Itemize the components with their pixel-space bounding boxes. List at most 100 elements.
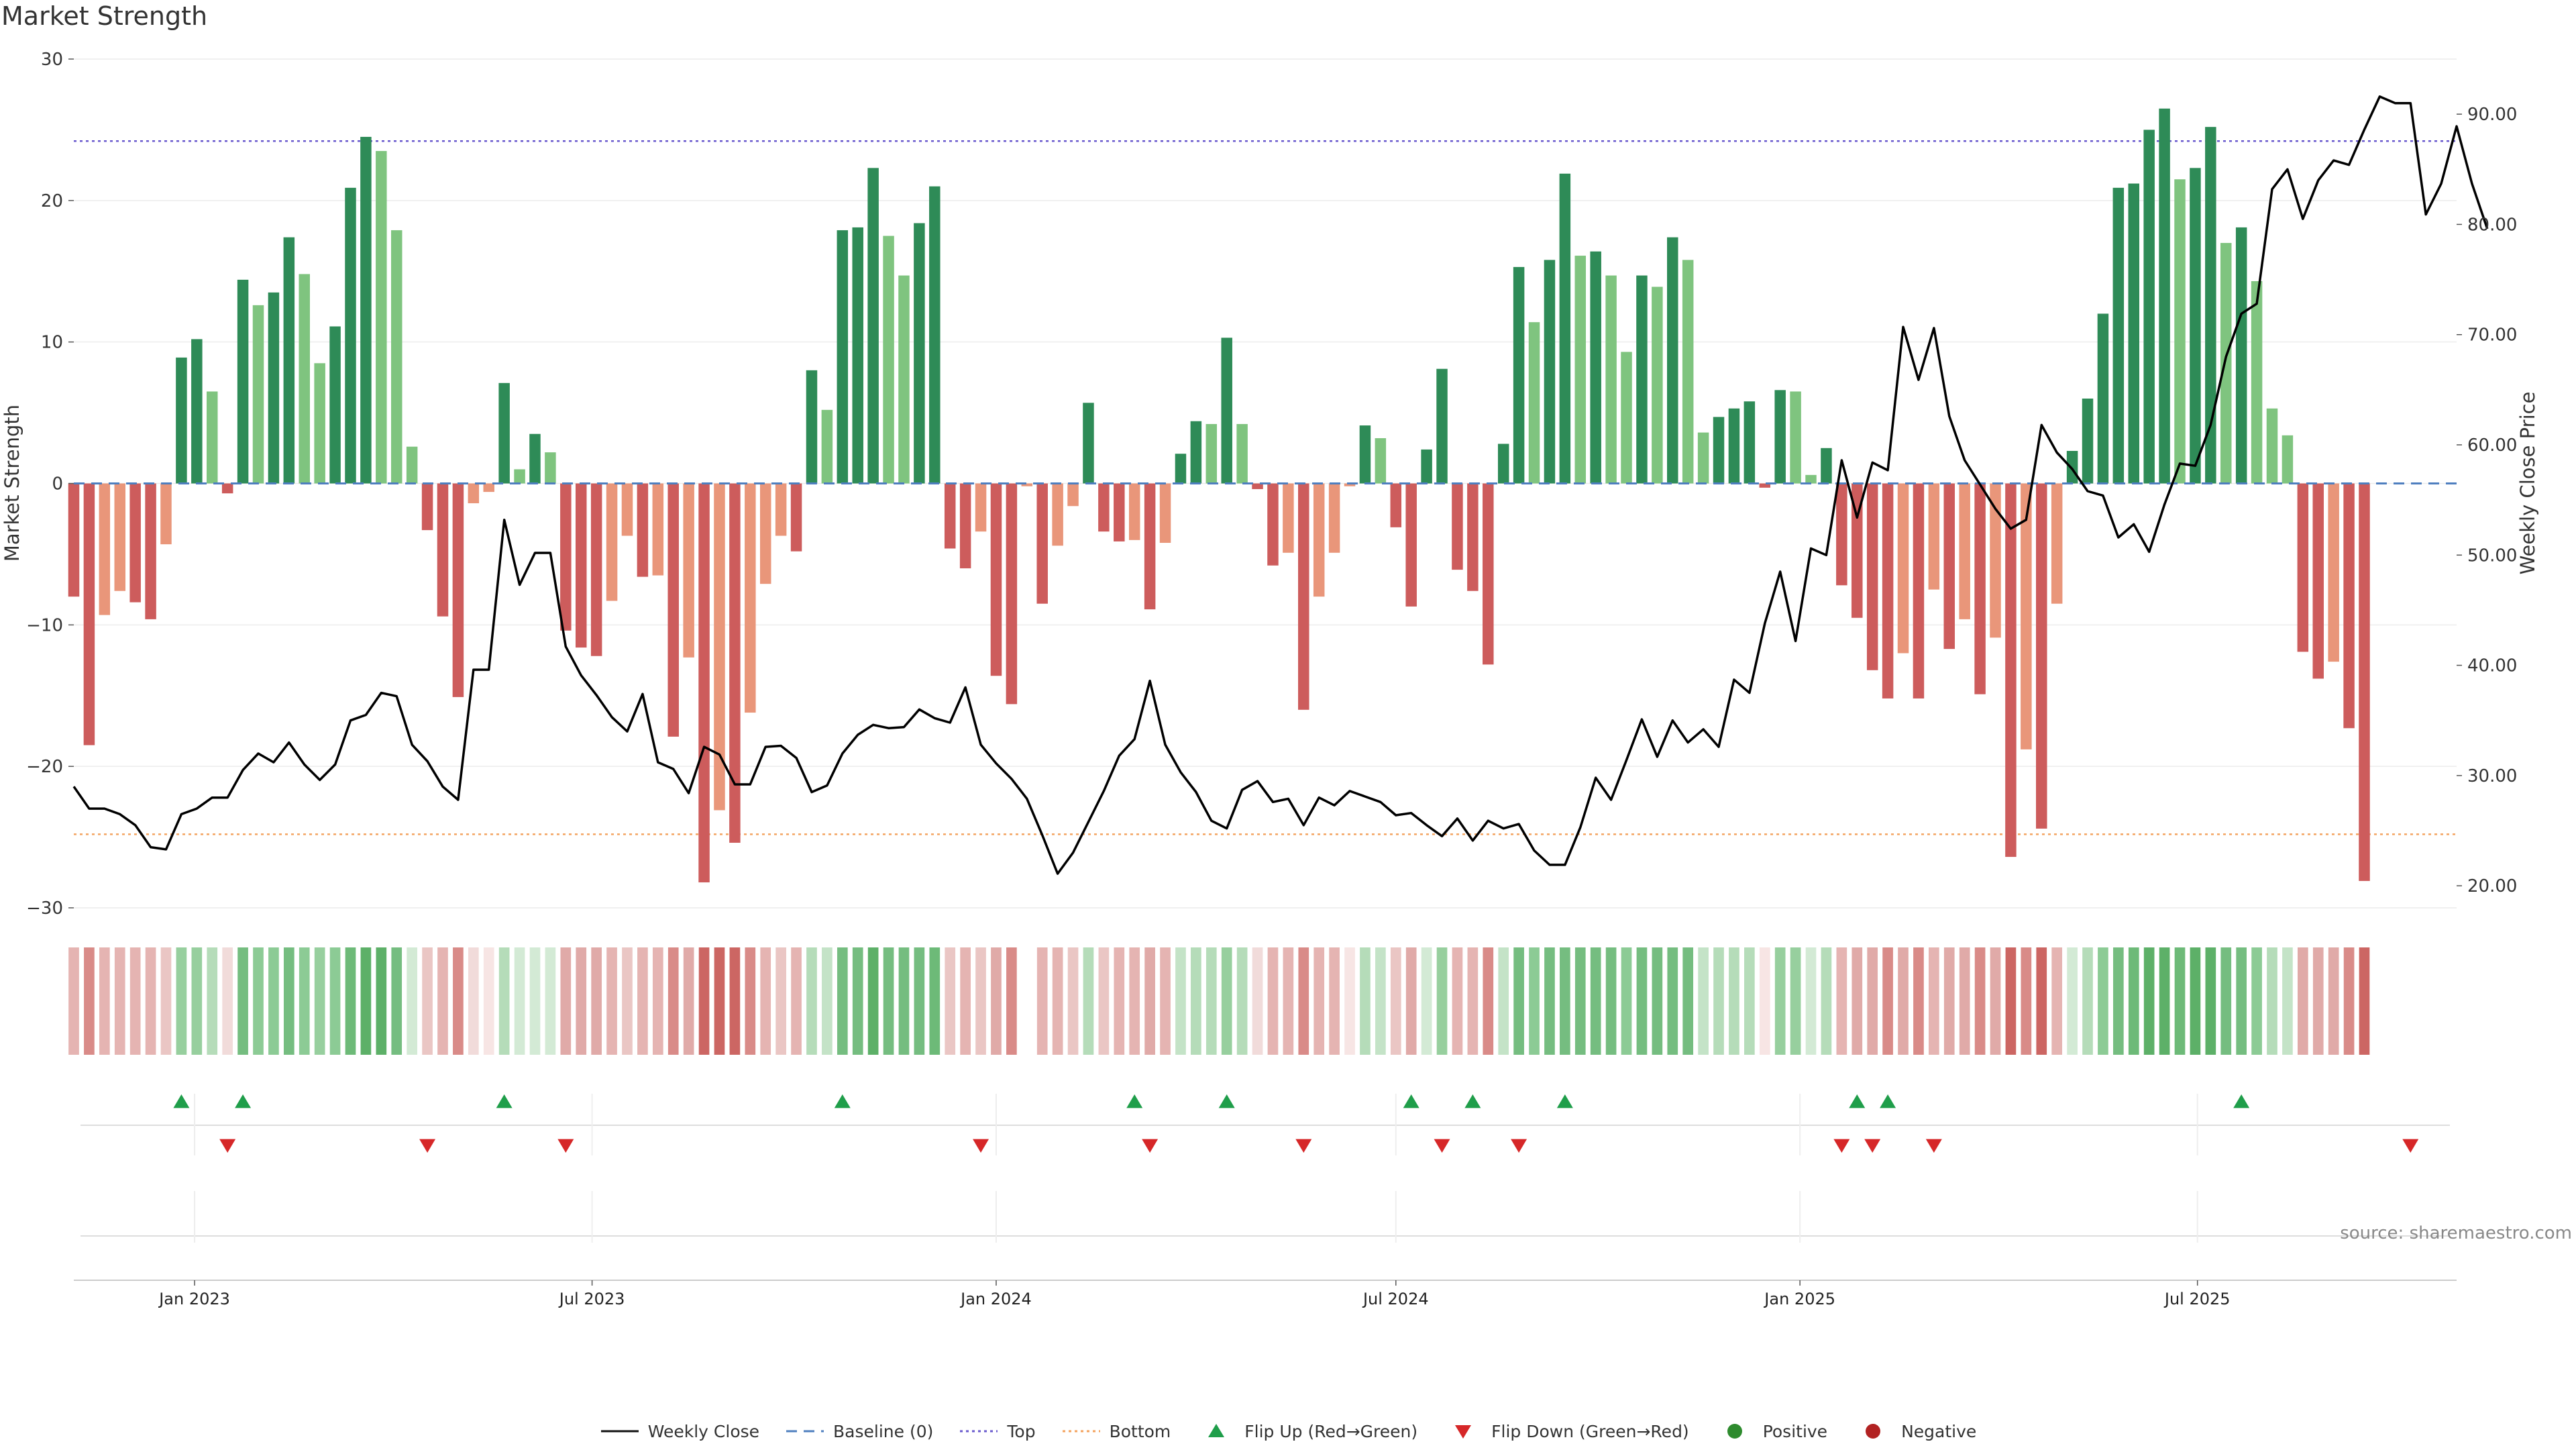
strength-bar	[1959, 483, 1970, 619]
strip-cell	[2205, 947, 2216, 1055]
strength-bar	[2174, 179, 2186, 484]
strip-cell	[1344, 947, 1355, 1055]
strip-cell	[2159, 947, 2170, 1055]
strip-cell	[1744, 947, 1755, 1055]
strip-cell	[1267, 947, 1279, 1055]
strength-bar	[2190, 168, 2201, 484]
strength-bar	[821, 409, 833, 484]
strength-bar	[1298, 483, 1309, 710]
strength-bar	[421, 483, 433, 531]
legend-item: Positive	[1715, 1421, 1827, 1441]
axes: 30 20 10 0 −10 −20 −30 90.00 80.00 70.00 60.00 50.0…	[26, 50, 2517, 919]
strip-cell	[898, 947, 910, 1055]
strength-bar	[2312, 483, 2324, 679]
strength-bar	[590, 483, 602, 656]
strip-cell	[283, 947, 294, 1055]
strength-bar	[191, 339, 203, 484]
legend-dot	[1866, 1424, 1881, 1439]
flip-down-marker	[2402, 1139, 2419, 1153]
strip-cell	[160, 947, 172, 1055]
strength-bar	[637, 483, 649, 577]
strip-cell	[1821, 947, 1832, 1055]
strip-cell	[1590, 947, 1601, 1055]
strength-bar	[990, 483, 1002, 676]
strip-cell	[176, 947, 187, 1055]
strip-cell	[1252, 947, 1263, 1055]
strip-cell	[1698, 947, 1709, 1055]
strength-bar	[376, 151, 387, 484]
strip-cell	[2343, 947, 2355, 1055]
strip-cell	[1529, 947, 1540, 1055]
strength-bar	[1667, 237, 1678, 484]
strip-cell	[1205, 947, 1217, 1055]
strength-bar	[2036, 483, 2047, 829]
strength-bar	[1390, 483, 1402, 527]
strip-cell	[2128, 947, 2139, 1055]
strength-bar	[160, 483, 172, 545]
x-tick-label: Jan 2023	[158, 1290, 230, 1308]
strip-cell	[1452, 947, 1463, 1055]
strength-bar	[1851, 483, 1863, 618]
strength-bar	[1774, 390, 1786, 484]
y-tick-label: 30	[41, 50, 63, 70]
strip-cell	[683, 947, 694, 1055]
source-note: source: sharemaestro.com	[2340, 1223, 2572, 1243]
legend-item: Bottom	[1061, 1421, 1171, 1441]
strength-bar	[1190, 421, 1202, 484]
x-tick-label: Jul 2023	[558, 1290, 625, 1308]
strength-bar	[1882, 483, 1894, 698]
legend-swatch	[1062, 1430, 1100, 1433]
strip-cell	[729, 947, 741, 1055]
strength-bar	[268, 292, 280, 484]
strength-bar	[2343, 483, 2355, 729]
strength-bar	[2082, 399, 2094, 484]
flip-up-marker	[1218, 1094, 1235, 1108]
strength-bar	[1359, 425, 1371, 484]
strip-cell	[1667, 947, 1678, 1055]
y-tick-label: −30	[26, 898, 63, 919]
strength-bar	[514, 469, 525, 484]
strip-cell	[1498, 947, 1509, 1055]
strength-bar	[914, 223, 925, 484]
strength-bar	[206, 391, 218, 484]
strength-bar	[1636, 275, 1648, 484]
strength-bar	[898, 275, 910, 484]
strength-bar	[1067, 483, 1079, 507]
strength-bar	[452, 483, 464, 697]
strength-bar	[529, 433, 541, 484]
strength-bar	[775, 483, 787, 536]
strength-bar	[1497, 444, 1509, 484]
flip-down-marker	[1511, 1139, 1527, 1153]
strip-cell	[1636, 947, 1648, 1055]
strength-bar	[145, 483, 156, 619]
strip-cell	[1867, 947, 1878, 1055]
strength-bar	[237, 279, 249, 484]
strip-cell	[760, 947, 771, 1055]
strip-cell	[468, 947, 479, 1055]
strip-cell	[1021, 947, 1032, 1055]
strip-cell	[1836, 947, 1847, 1055]
strength-bar	[468, 483, 480, 504]
strip-cell	[2190, 947, 2201, 1055]
strength-bar	[667, 483, 679, 737]
strength-bar	[360, 136, 372, 484]
strip-cell	[991, 947, 1002, 1055]
strength-bar	[1313, 483, 1325, 597]
strip-cell	[1959, 947, 1970, 1055]
strip-cell	[514, 947, 525, 1055]
strip-cell	[606, 947, 617, 1055]
strip-cell	[591, 947, 602, 1055]
strip-cell	[2312, 947, 2324, 1055]
strip-cell	[1898, 947, 1909, 1055]
y-axis-label-right: Weekly Close Price	[2516, 391, 2539, 575]
strip-cell	[775, 947, 786, 1055]
strength-bar	[2066, 451, 2078, 484]
strip-cell	[2267, 947, 2277, 1055]
strength-bar	[959, 483, 971, 568]
strip-cell	[145, 947, 156, 1055]
strength-bar	[2220, 243, 2232, 484]
strip-cell	[2174, 947, 2186, 1055]
strip-cell	[2328, 947, 2339, 1055]
legend-swatch	[1727, 1424, 1742, 1439]
y2-tick-label: 50.00	[2467, 546, 2517, 566]
